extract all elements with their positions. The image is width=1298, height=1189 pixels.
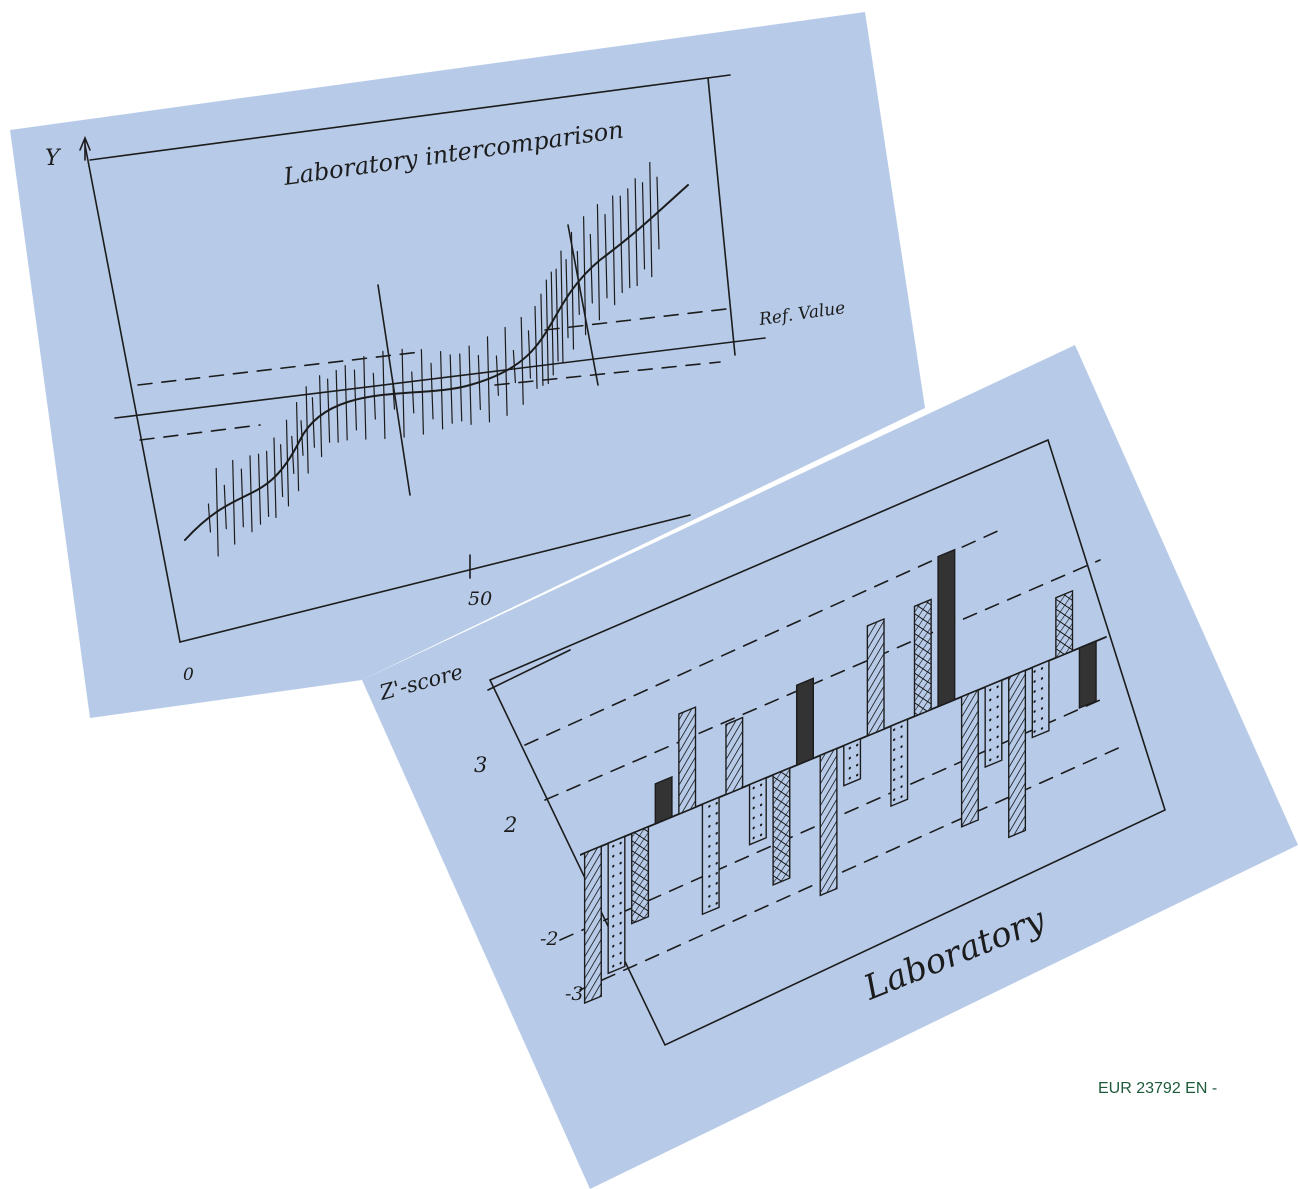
- sketch-bar: [938, 550, 955, 707]
- sketch-bar: [585, 846, 602, 1003]
- tick-label: 2: [503, 813, 517, 837]
- sketch-bar: [962, 690, 979, 827]
- sketch-bar: [632, 827, 649, 924]
- axis-y: Y: [45, 146, 62, 171]
- sketch-bar: [1032, 661, 1049, 738]
- sketch-bar: [773, 768, 790, 885]
- sketch-bar: [750, 778, 767, 845]
- sketch-bar: [608, 836, 625, 973]
- tick-label: 0: [183, 665, 194, 685]
- sketch-bar: [867, 619, 884, 736]
- sketch-bar: [844, 739, 861, 786]
- sketch-bar: [726, 718, 743, 795]
- sketch-bar: [914, 599, 931, 716]
- tick-label: -2: [540, 928, 559, 950]
- sketch-bar: [1056, 591, 1073, 658]
- tick-label: 3: [474, 753, 487, 777]
- footer: EUR 23792 EN -: [1098, 1080, 1217, 1097]
- tick-label: 50: [468, 588, 492, 610]
- sketch-bar: [1079, 641, 1096, 708]
- page: Y Laboratory intercomparison Ref. Value …: [0, 0, 1298, 1189]
- sketch-bar: [655, 777, 672, 824]
- sketch-bar: [797, 678, 814, 765]
- sketch-bar: [679, 707, 696, 814]
- sketch-bar: [702, 797, 719, 914]
- sketch-bar: [1009, 670, 1026, 837]
- sketch-bar: [820, 749, 837, 896]
- tick-label: -3: [565, 983, 584, 1005]
- sketch-bar: [985, 680, 1002, 767]
- sketch-bar: [891, 719, 908, 806]
